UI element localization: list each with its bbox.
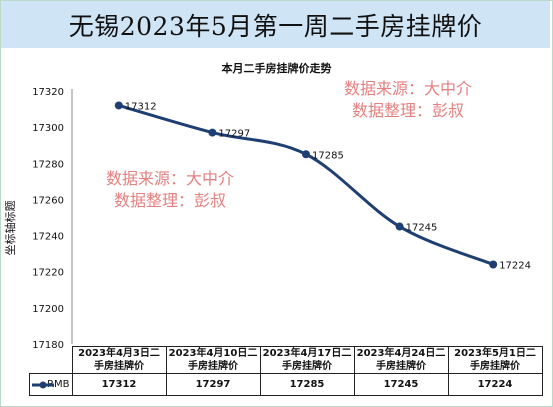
data-point — [302, 150, 310, 159]
y-tick-label: 17260 — [32, 195, 64, 206]
data-table-category: 2023年4月17日二 手房挂牌价 — [259, 346, 355, 374]
data-label: 17245 — [406, 223, 438, 234]
data-label: 17224 — [499, 260, 531, 271]
data-label: 17297 — [218, 129, 250, 140]
data-label: 17285 — [312, 150, 344, 161]
y-tick-label: 17240 — [32, 232, 64, 243]
data-table-value: 17285 — [259, 373, 355, 396]
y-tick-label: 17300 — [32, 123, 64, 134]
y-tick-label: 17220 — [32, 268, 64, 279]
data-table-corner — [29, 346, 73, 374]
data-table-value: 17224 — [447, 373, 543, 396]
watermark-middle: 数据来源：大中介 数据整理：彭叔 — [106, 168, 234, 212]
data-point — [114, 101, 123, 110]
y-tick-label: 17180 — [32, 340, 64, 351]
data-table: 2023年4月3日二 手房挂牌价 2023年4月10日二 手房挂牌价 2023年4月… — [29, 346, 543, 396]
data-table-value: 17297 — [165, 373, 261, 396]
data-point — [395, 222, 404, 231]
data-table-category: 2023年5月1日二 手房挂牌价 — [447, 346, 543, 374]
data-table-category: 2023年4月10日二 手房挂牌价 — [165, 346, 261, 374]
data-table-header-row: 2023年4月3日二 手房挂牌价 2023年4月10日二 手房挂牌价 2023年4月… — [29, 346, 543, 374]
data-table-value: 17245 — [353, 373, 449, 396]
data-table-category: 2023年4月24日二 手房挂牌价 — [353, 346, 449, 374]
legend-line-marker — [32, 381, 54, 389]
watermark-author: 数据整理：彭叔 — [352, 101, 465, 120]
data-table-category: 2023年4月3日二 手房挂牌价 — [71, 346, 167, 374]
y-tick-label: 17280 — [32, 159, 64, 170]
y-tick-label: 17320 — [32, 87, 64, 98]
title-banner: 无锡2023年5月第一周二手房挂牌价 — [1, 1, 550, 48]
watermark-author: 数据整理：彭叔 — [114, 191, 227, 210]
watermark-source: 数据来源：大中介 — [106, 169, 235, 188]
watermark-top-right: 数据来源：大中介 数据整理：彭叔 — [344, 78, 472, 122]
data-table-value-row: RMB 17312 17297 17285 17245 17224 — [29, 373, 543, 396]
chart-title: 本月二手房挂牌价走势 — [221, 62, 332, 75]
series-line-rmb — [118, 104, 494, 266]
data-point — [208, 128, 217, 137]
watermark-source: 数据来源：大中介 — [344, 79, 473, 98]
legend-series-name: RMB — [47, 379, 70, 390]
data-label: 17312 — [125, 101, 157, 112]
legend-entry-rmb: RMB — [29, 373, 73, 396]
data-table-value: 17312 — [71, 373, 167, 396]
data-point — [489, 260, 498, 269]
page-title: 无锡2023年5月第一周二手房挂牌价 — [68, 12, 483, 41]
y-tick-label: 17200 — [32, 304, 64, 315]
